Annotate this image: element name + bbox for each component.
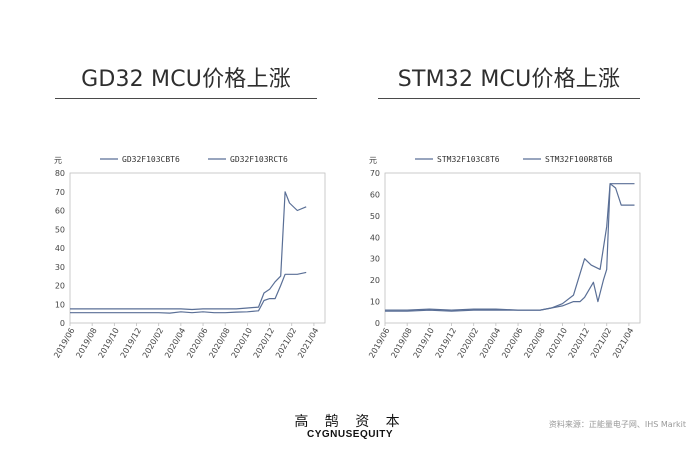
brand-name-chinese: 高 鹄 资 本 bbox=[294, 414, 406, 430]
x-tick-label: 2020/06 bbox=[500, 326, 524, 359]
x-tick-label: 2021/04 bbox=[296, 326, 320, 359]
x-tick-label: 2019/06 bbox=[52, 326, 76, 359]
series-line-gd32f103cbt6 bbox=[70, 191, 307, 311]
x-tick-label: 2019/06 bbox=[367, 326, 391, 359]
x-tick-label: 2019/08 bbox=[74, 326, 98, 359]
x-tick-label: 2020/02 bbox=[141, 326, 165, 359]
title-rule-stm32 bbox=[378, 98, 640, 99]
x-tick-label: 2020/12 bbox=[567, 326, 591, 359]
panel-title-gd32: GD32 MCU价格上涨 bbox=[81, 67, 291, 92]
x-tick-label: 2020/04 bbox=[163, 326, 187, 359]
legend-label: STM32F100R8T6B bbox=[545, 155, 613, 164]
x-tick-label: 2019/08 bbox=[389, 326, 413, 359]
y-tick-label: 20 bbox=[55, 282, 65, 291]
x-tick-label: 2020/08 bbox=[207, 326, 231, 359]
data-source-note: 资料来源：正能量电子网、IHS Markit bbox=[548, 420, 686, 429]
y-tick-label: 10 bbox=[55, 300, 65, 309]
x-tick-label: 2020/12 bbox=[252, 326, 276, 359]
y-tick-label: 50 bbox=[370, 212, 380, 221]
legend-label: STM32F103C8T6 bbox=[437, 155, 500, 164]
y-tick-label: 80 bbox=[55, 169, 65, 178]
y-tick-label: 60 bbox=[370, 190, 380, 199]
brand-name-english: CYGNUSEQUITY bbox=[306, 429, 393, 440]
legend-label: GD32F103RCT6 bbox=[230, 155, 288, 164]
series-line-stm32f103c8t6 bbox=[385, 183, 635, 311]
y-tick-label: 0 bbox=[60, 319, 65, 328]
x-tick-label: 2020/10 bbox=[545, 326, 569, 359]
y-tick-label: 50 bbox=[55, 225, 65, 234]
title-rule-gd32 bbox=[55, 98, 317, 99]
x-tick-label: 2019/10 bbox=[97, 326, 121, 359]
y-tick-label: 60 bbox=[55, 207, 65, 216]
legend-label: GD32F103CBT6 bbox=[122, 155, 180, 164]
plot-frame bbox=[384, 172, 641, 324]
x-tick-label: 2021/02 bbox=[589, 326, 613, 359]
y-tick-label: 70 bbox=[55, 188, 65, 197]
x-tick-label: 2020/08 bbox=[522, 326, 546, 359]
y-tick-label: 70 bbox=[370, 169, 380, 178]
x-tick-label: 2020/10 bbox=[230, 326, 254, 359]
y-tick-label: 0 bbox=[375, 319, 380, 328]
x-tick-label: 2020/06 bbox=[185, 326, 209, 359]
y-tick-label: 40 bbox=[370, 233, 380, 242]
y-tick-label: 30 bbox=[370, 255, 380, 264]
x-tick-label: 2020/02 bbox=[456, 326, 480, 359]
y-tick-label: 40 bbox=[55, 244, 65, 253]
y-axis-unit-label: 元 bbox=[54, 156, 62, 165]
x-tick-label: 2019/12 bbox=[119, 326, 143, 359]
y-axis-unit-label: 元 bbox=[369, 156, 377, 165]
series-line-gd32f103rct6 bbox=[70, 271, 307, 314]
x-tick-label: 2020/04 bbox=[478, 326, 502, 359]
stm32-price-chart: 元 0 10 20 30 40 50 60 70 2019/062019/082019/10201… bbox=[367, 155, 641, 360]
x-tick-label: 2019/10 bbox=[412, 326, 436, 359]
x-tick-label: 2021/02 bbox=[274, 326, 298, 359]
y-tick-label: 30 bbox=[55, 263, 65, 272]
x-tick-label: 2021/04 bbox=[611, 326, 635, 359]
plot-frame bbox=[69, 172, 326, 324]
series-line-stm32f100r8t6b bbox=[385, 183, 635, 312]
panel-title-stm32: STM32 MCU价格上涨 bbox=[397, 67, 621, 92]
y-tick-label: 20 bbox=[370, 276, 380, 285]
y-tick-label: 10 bbox=[370, 298, 380, 307]
x-tick-label: 2019/12 bbox=[434, 326, 458, 359]
gd32-price-chart: 元010203040506070802019/062019/082019/102… bbox=[52, 155, 326, 360]
